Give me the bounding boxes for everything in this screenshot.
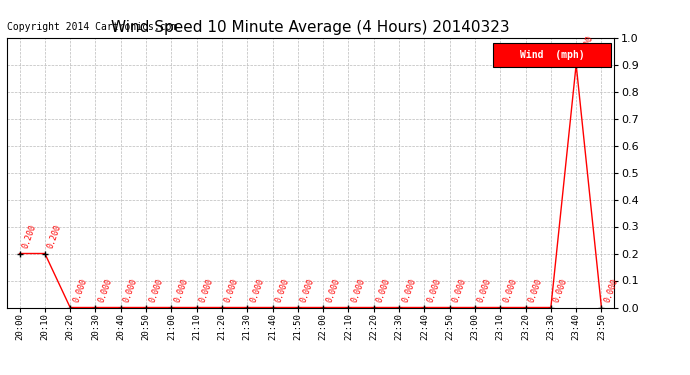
Text: Copyright 2014 Cartronics.com: Copyright 2014 Cartronics.com: [7, 22, 177, 32]
Text: 0.000: 0.000: [72, 277, 88, 303]
Text: 0.000: 0.000: [552, 277, 569, 303]
Text: 0.000: 0.000: [299, 277, 316, 303]
Text: 0.000: 0.000: [527, 277, 544, 303]
Text: 0.000: 0.000: [122, 277, 139, 303]
FancyBboxPatch shape: [493, 43, 611, 67]
Text: 0.000: 0.000: [603, 277, 620, 303]
Text: 0.200: 0.200: [21, 223, 38, 249]
Text: 0.000: 0.000: [476, 277, 493, 303]
Text: 0.000: 0.000: [451, 277, 468, 303]
Title: Wind Speed 10 Minute Average (4 Hours) 20140323: Wind Speed 10 Minute Average (4 Hours) 2…: [111, 20, 510, 35]
Text: 0.900: 0.900: [578, 34, 595, 60]
Text: 0.000: 0.000: [324, 277, 342, 303]
Text: Wind  (mph): Wind (mph): [520, 50, 584, 60]
Text: 0.200: 0.200: [46, 223, 63, 249]
Text: 0.000: 0.000: [198, 277, 215, 303]
Text: 0.000: 0.000: [224, 277, 240, 303]
Text: 0.000: 0.000: [400, 277, 417, 303]
Text: 0.000: 0.000: [248, 277, 266, 303]
Text: 0.000: 0.000: [274, 277, 291, 303]
Text: 0.000: 0.000: [350, 277, 367, 303]
Text: 0.000: 0.000: [426, 277, 443, 303]
Text: 0.000: 0.000: [172, 277, 190, 303]
Text: 0.000: 0.000: [148, 277, 164, 303]
Text: 0.000: 0.000: [375, 277, 392, 303]
Text: 0.000: 0.000: [502, 277, 519, 303]
Text: 0.000: 0.000: [97, 277, 114, 303]
